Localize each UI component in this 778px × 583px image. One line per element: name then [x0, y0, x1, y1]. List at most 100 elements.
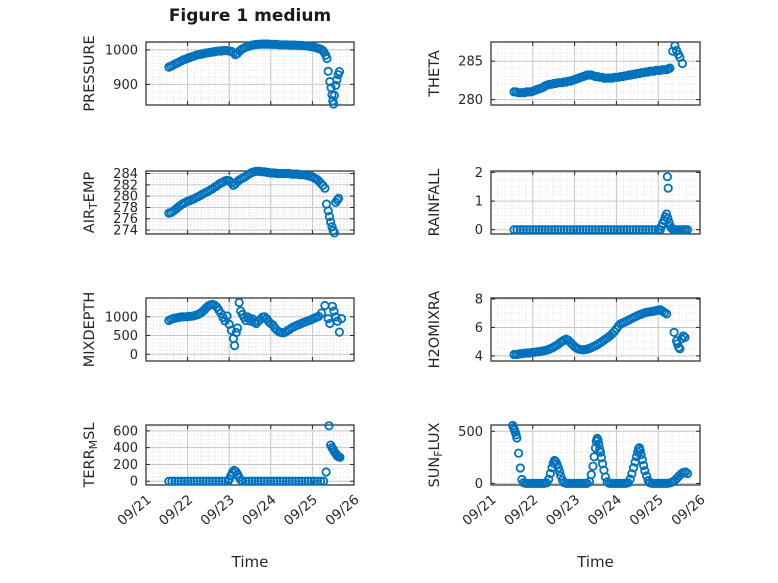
data-points — [164, 421, 345, 486]
data-point-marker — [619, 225, 629, 235]
data-point-marker — [625, 225, 635, 235]
data-point-marker — [547, 225, 557, 235]
data-point-marker — [595, 447, 606, 457]
x-axis-label-left: Time — [231, 553, 269, 571]
data-point-marker — [186, 476, 196, 486]
data-point-marker — [581, 225, 591, 235]
data-point-marker — [326, 217, 336, 227]
y-tick-label: 276 — [113, 212, 138, 227]
data-point-marker — [179, 476, 190, 486]
y-tick-label: 280 — [458, 93, 483, 108]
x-tick-labels: 09/21 09/22 09/23 09/24 09/25 09/26 — [459, 492, 708, 529]
data-point-marker — [331, 80, 341, 91]
data-point-marker — [324, 211, 335, 222]
data-point-marker — [309, 476, 319, 486]
y-tick-label: 284 — [113, 167, 138, 182]
data-point-marker — [644, 225, 654, 235]
data-point-marker — [211, 476, 221, 486]
axis-box — [490, 424, 701, 486]
data-point-marker — [569, 225, 579, 235]
data-point-marker — [543, 225, 554, 235]
data-point-marker — [269, 476, 279, 486]
minor-grid — [491, 425, 700, 485]
data-point-marker — [600, 472, 611, 482]
x-tick-label: 09/24 — [239, 492, 279, 529]
data-point-marker — [675, 344, 685, 354]
data-point-marker — [201, 476, 211, 486]
data-point-marker — [641, 225, 651, 235]
y-tick-label: 278 — [113, 201, 138, 216]
data-point-marker — [627, 469, 637, 479]
data-point-marker — [331, 312, 341, 322]
data-point-marker — [525, 225, 535, 235]
data-point-marker — [600, 225, 610, 235]
subplot-pressure: 900 1000 PRESSURE — [82, 35, 355, 112]
data-point-marker — [290, 476, 301, 486]
y-tick-label: 4 — [475, 349, 483, 364]
data-point-marker — [555, 467, 565, 477]
data-point-marker — [590, 225, 601, 235]
data-point-marker — [680, 332, 690, 343]
data-point-marker — [323, 206, 333, 216]
data-point-marker — [661, 209, 672, 219]
data-point-marker — [195, 476, 205, 486]
data-point-marker — [204, 476, 214, 486]
y-axis-label: RAINFALL — [427, 169, 443, 237]
data-points — [164, 39, 344, 109]
data-point-marker — [333, 193, 344, 204]
data-point-marker — [616, 225, 626, 235]
minor-grid — [146, 425, 354, 485]
data-point-marker — [306, 476, 316, 486]
data-point-marker — [682, 225, 693, 235]
data-point-marker — [636, 450, 646, 460]
data-point-marker — [253, 476, 263, 486]
data-points — [508, 420, 693, 489]
y-tick-label: 200 — [113, 458, 138, 473]
data-point-marker — [663, 183, 673, 193]
data-point-marker — [173, 476, 183, 486]
data-point-marker — [329, 90, 339, 101]
data-point-marker — [284, 476, 294, 486]
data-point-marker — [297, 476, 307, 486]
y-tick-labels: 0 500 1000 — [105, 310, 138, 363]
data-point-marker — [622, 225, 632, 235]
data-point-marker — [588, 461, 598, 471]
data-point-marker — [256, 476, 266, 486]
data-point-marker — [208, 476, 218, 486]
data-point-marker — [247, 476, 257, 486]
data-point-marker — [594, 225, 604, 235]
data-point-marker — [287, 476, 297, 486]
data-point-marker — [584, 225, 594, 235]
data-point-marker — [597, 225, 607, 235]
data-point-marker — [514, 448, 524, 458]
data-point-marker — [586, 469, 596, 480]
x-tick-label: 09/25 — [627, 492, 667, 529]
data-point-marker — [515, 225, 525, 235]
figure-title: Figure 1 medium — [168, 6, 332, 26]
major-grid — [491, 298, 700, 361]
y-tick-labels: 0 1 2 — [475, 166, 483, 238]
y-tick-label: 285 — [458, 55, 483, 70]
data-point-marker — [587, 225, 597, 235]
data-point-marker — [232, 323, 243, 333]
y-tick-label: 280 — [113, 190, 138, 205]
data-point-marker — [662, 172, 672, 182]
data-points — [164, 166, 344, 238]
data-point-marker — [634, 225, 644, 235]
y-tick-labels: 280 285 — [458, 55, 483, 108]
data-point-marker — [303, 476, 313, 486]
data-point-marker — [244, 476, 254, 486]
data-point-marker — [167, 476, 177, 486]
data-point-marker — [677, 58, 687, 69]
axis-box — [490, 41, 701, 106]
data-point-marker — [550, 225, 560, 235]
data-point-marker — [637, 225, 648, 235]
data-point-marker — [272, 476, 282, 486]
data-point-marker — [278, 476, 288, 486]
data-point-marker — [663, 213, 673, 223]
x-axis-label-right: Time — [577, 553, 614, 571]
y-tick-label: 0 — [475, 223, 483, 238]
